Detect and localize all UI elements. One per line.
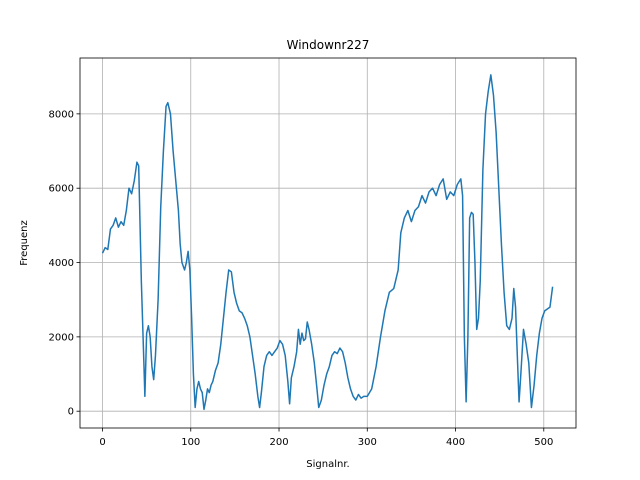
y-tick-label: 0: [68, 407, 74, 418]
x-tick-label: 0: [99, 437, 105, 448]
chart-title: Windownr227: [287, 38, 370, 52]
y-axis-label: Frequenz: [19, 220, 30, 266]
axes-frame: [79, 57, 577, 429]
y-tick-label: 6000: [49, 184, 74, 195]
x-tick-label: 500: [534, 437, 553, 448]
x-axis-label: Signalnr.: [306, 459, 349, 470]
x-tick-label: 300: [358, 437, 377, 448]
y-tick-label: 8000: [49, 109, 74, 120]
y-tick-label: 4000: [49, 258, 74, 269]
x-tick-label: 400: [446, 437, 465, 448]
x-tick-label: 200: [269, 437, 288, 448]
line: [101, 74, 554, 411]
y-tick-label: 2000: [49, 332, 74, 343]
x-tick-label: 100: [181, 437, 200, 448]
